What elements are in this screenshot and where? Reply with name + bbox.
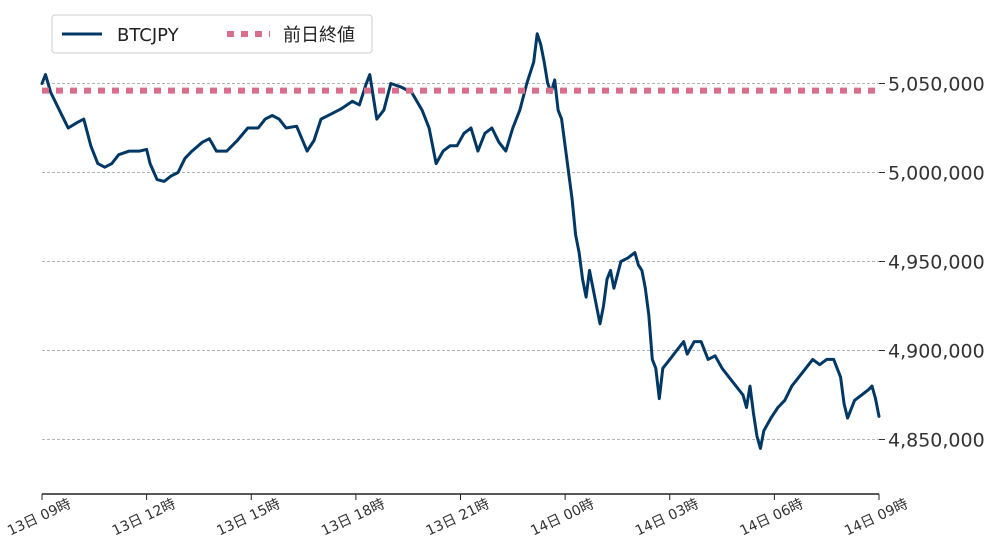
y-tick-label: 5,050,000 [888,74,985,96]
y-tick-labels: 4,850,000 4,900,000 4,950,000 5,000,000 5,05… [879,74,985,452]
legend-label-btcjpy: BTCJPY [117,25,180,46]
y-tick-label: 4,900,000 [888,341,985,363]
x-tick-label: 13日 21時 [424,496,492,539]
x-tick-label: 14日 00時 [528,496,596,539]
x-tick-labels: 13日 09時 13日 12時 13日 15時 13日 18時 13日 21時 14日 0… [5,494,911,539]
series-lines [40,32,881,450]
grid-lines [42,83,879,440]
legend-box [51,14,373,54]
x-tick-label: 14日 09時 [842,496,910,539]
x-tick-label: 13日 18時 [319,496,387,539]
x-tick-label: 14日 03時 [633,496,701,539]
legend: BTCJPY 前日終値 [51,14,373,54]
series-line-btcjpy [40,32,881,450]
x-tick-label: 13日 15時 [214,496,282,539]
y-tick-label: 4,950,000 [888,252,985,274]
x-tick-label: 13日 12時 [110,496,178,539]
legend-label-prev-close: 前日終値 [283,25,355,46]
y-tick-label: 5,000,000 [888,163,985,185]
x-tick-label: 14日 06時 [738,496,806,539]
x-tick-label: 13日 09時 [5,496,73,539]
y-tick-label: 4,850,000 [888,430,985,452]
